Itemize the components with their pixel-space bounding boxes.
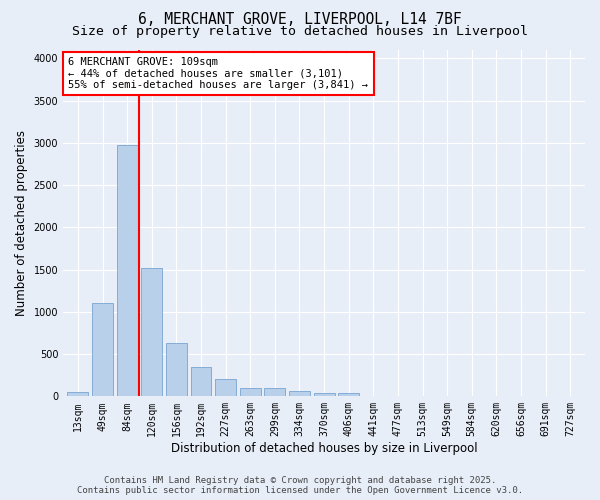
Bar bbox=[166, 343, 187, 396]
X-axis label: Distribution of detached houses by size in Liverpool: Distribution of detached houses by size … bbox=[171, 442, 478, 455]
Text: 6 MERCHANT GROVE: 109sqm
← 44% of detached houses are smaller (3,101)
55% of sem: 6 MERCHANT GROVE: 109sqm ← 44% of detach… bbox=[68, 57, 368, 90]
Bar bbox=[265, 388, 286, 396]
Bar bbox=[314, 394, 335, 396]
Bar bbox=[289, 392, 310, 396]
Bar bbox=[142, 268, 162, 396]
Bar bbox=[215, 378, 236, 396]
Text: 6, MERCHANT GROVE, LIVERPOOL, L14 7BF: 6, MERCHANT GROVE, LIVERPOOL, L14 7BF bbox=[138, 12, 462, 28]
Bar bbox=[191, 367, 211, 396]
Bar bbox=[117, 144, 137, 396]
Text: Size of property relative to detached houses in Liverpool: Size of property relative to detached ho… bbox=[72, 25, 528, 38]
Bar bbox=[240, 388, 261, 396]
Bar bbox=[67, 392, 88, 396]
Bar bbox=[92, 304, 113, 396]
Text: Contains HM Land Registry data © Crown copyright and database right 2025.
Contai: Contains HM Land Registry data © Crown c… bbox=[77, 476, 523, 495]
Bar bbox=[338, 394, 359, 396]
Y-axis label: Number of detached properties: Number of detached properties bbox=[15, 130, 28, 316]
